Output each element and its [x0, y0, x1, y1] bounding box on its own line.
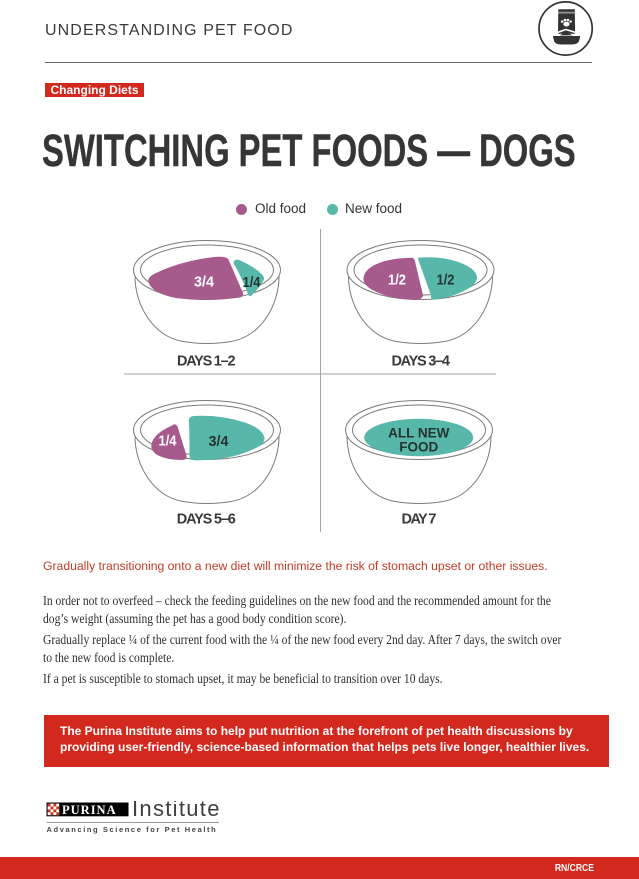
- svg-text:3/4: 3/4: [209, 433, 230, 450]
- svg-text:FOOD: FOOD: [399, 440, 438, 455]
- svg-text:DAYS 5–6: DAYS 5–6: [177, 512, 236, 528]
- svg-text:Advancing Science for Pet Heal: Advancing Science for Pet Health: [47, 825, 218, 834]
- svg-text:DAYS 3–4: DAYS 3–4: [391, 354, 450, 370]
- svg-text:1/4: 1/4: [243, 274, 262, 291]
- svg-text:DAY 7: DAY 7: [402, 512, 437, 528]
- svg-text:DAYS 1–2: DAYS 1–2: [177, 354, 236, 370]
- svg-text:1/2: 1/2: [437, 272, 455, 289]
- svg-text:ALL NEW: ALL NEW: [388, 426, 450, 441]
- svg-text:PURINA: PURINA: [62, 803, 117, 817]
- svg-text:3/4: 3/4: [194, 274, 215, 291]
- svg-text:1/2: 1/2: [388, 272, 406, 289]
- svg-text:Institute: Institute: [132, 801, 221, 821]
- svg-text:1/4: 1/4: [159, 433, 178, 450]
